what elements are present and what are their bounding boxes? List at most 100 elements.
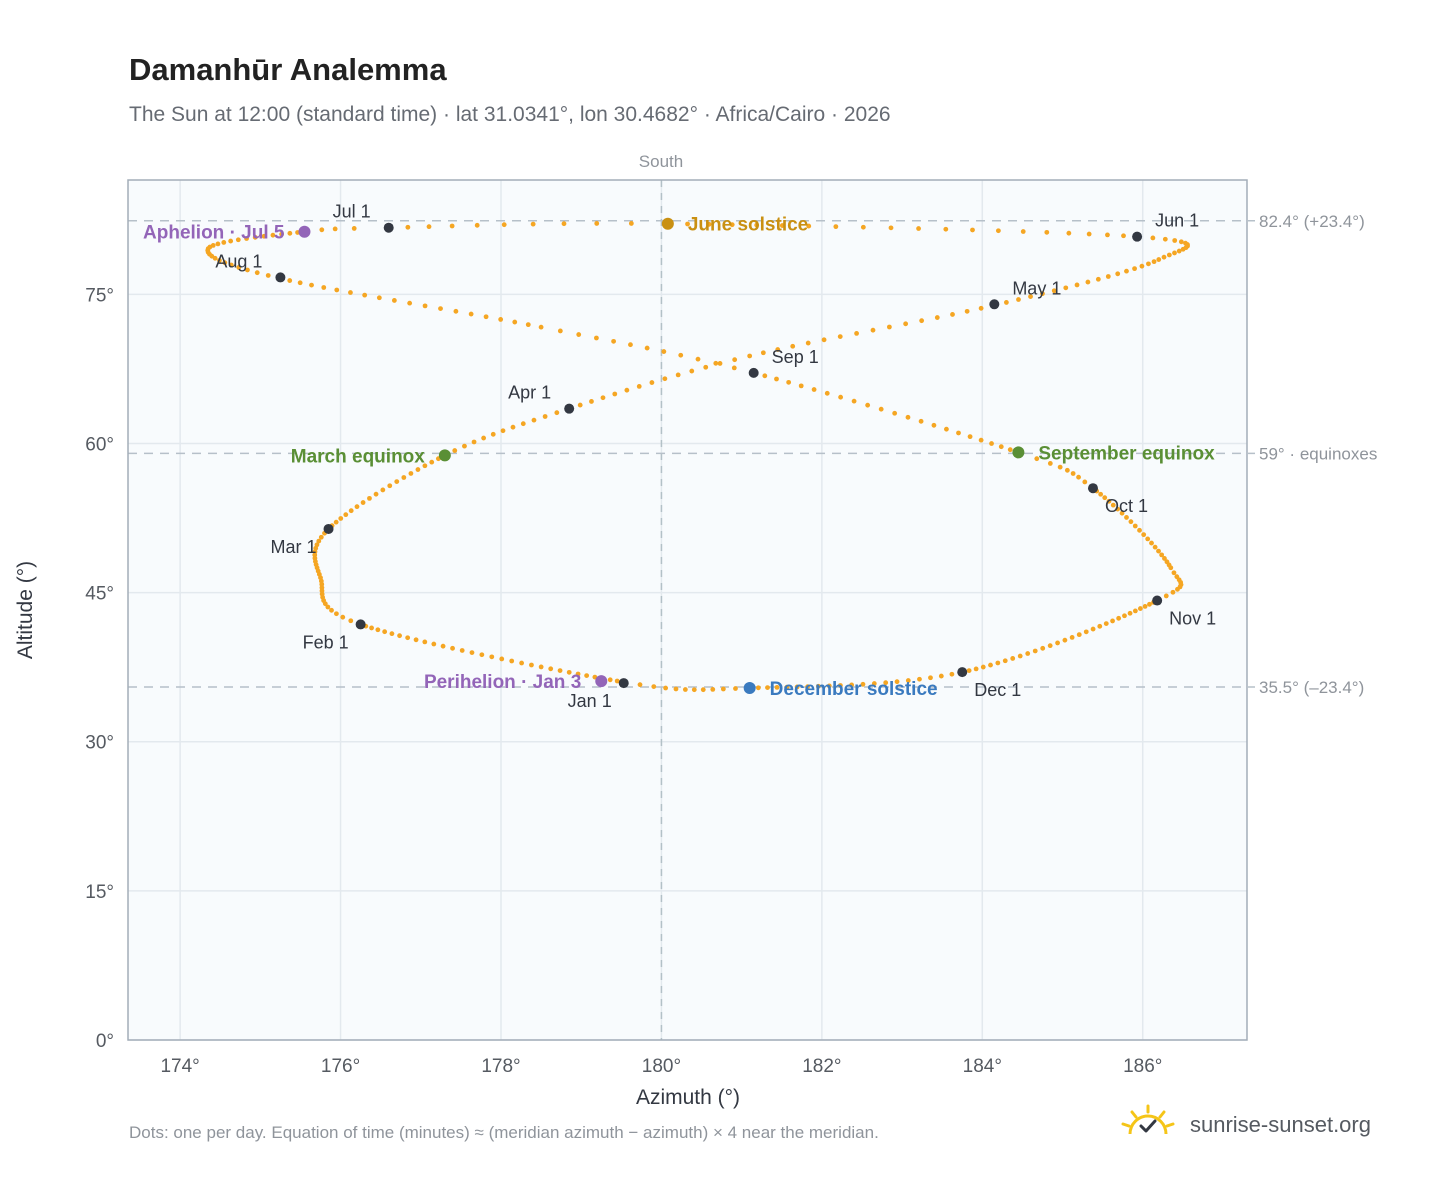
daily-sun-dot (329, 607, 334, 613)
daily-sun-dot (1002, 658, 1008, 664)
event-label: December solstice (770, 679, 938, 700)
daily-sun-dot (1007, 447, 1013, 453)
daily-sun-dot (354, 504, 360, 510)
daily-sun-dot (678, 352, 684, 358)
daily-sun-dot (755, 685, 761, 691)
daily-sun-dot (530, 221, 536, 227)
daily-sun-dot (811, 387, 817, 392)
daily-sun-dot (798, 383, 804, 389)
month-marker (1132, 231, 1143, 242)
daily-sun-dot (394, 479, 400, 484)
month-marker (989, 299, 1000, 310)
daily-sun-dot (685, 221, 690, 227)
daily-sun-dot (980, 664, 986, 670)
daily-sun-dot (594, 221, 600, 226)
daily-sun-dot (221, 240, 227, 245)
daily-sun-dot (1115, 506, 1121, 512)
daily-sun-dot (557, 328, 563, 334)
daily-sun-dot (438, 306, 443, 312)
daily-sun-dot (998, 444, 1004, 450)
daily-sun-dot (566, 669, 572, 675)
daily-sun-dot (348, 290, 353, 295)
daily-sun-dot (747, 353, 753, 359)
daily-sun-dot (343, 512, 349, 518)
daily-sun-dot (1020, 229, 1026, 234)
daily-sun-dot (1082, 479, 1088, 485)
daily-sun-dot (450, 645, 455, 651)
daily-sun-dot (1151, 259, 1157, 265)
daily-sun-dot (871, 681, 877, 686)
daily-sun-dot (510, 424, 516, 430)
daily-sun-dot (805, 684, 811, 690)
event-marker (298, 225, 311, 238)
daily-sun-dot (1085, 279, 1091, 285)
daily-sun-dot (405, 635, 411, 641)
daily-sun-dot (1162, 556, 1167, 561)
daily-sun-dot (695, 356, 701, 362)
daily-sun-dot (217, 258, 222, 263)
daily-sun-dot (538, 324, 544, 330)
daily-sun-dot (966, 668, 972, 673)
x-tick-label: 180° (642, 1056, 681, 1077)
daily-sun-dot (794, 684, 800, 690)
daily-sun-dot (557, 668, 563, 674)
daily-sun-dot (367, 495, 372, 501)
daily-sun-dot (1132, 608, 1138, 614)
daily-sun-dot (837, 334, 843, 339)
x-axis-label: Azimuth (°) (636, 1086, 740, 1109)
daily-sun-dot (1051, 288, 1057, 294)
daily-sun-dot (1086, 231, 1092, 237)
daily-sun-dot (1047, 461, 1053, 466)
daily-sun-dot (934, 315, 940, 320)
y-tick-label: 30° (85, 733, 114, 754)
daily-sun-dot (429, 459, 435, 465)
daily-sun-dot (964, 308, 970, 314)
daily-sun-dot (1102, 495, 1108, 501)
daily-sun-dot (1152, 544, 1158, 550)
daily-sun-dot (422, 463, 428, 469)
daily-sun-dot (1141, 532, 1147, 538)
daily-sun-dot (733, 686, 738, 691)
daily-sun-dot (1150, 235, 1156, 241)
daily-sun-dot (607, 677, 613, 683)
daily-sun-dot (663, 685, 669, 691)
daily-sun-dot (338, 516, 344, 521)
reference-line-label: 82.4° (+23.4°) (1259, 212, 1365, 231)
daily-sun-dot (888, 225, 894, 231)
daily-sun-dot (731, 365, 737, 371)
daily-sun-dot (943, 226, 949, 232)
daily-sun-dot (815, 683, 821, 689)
daily-sun-dot (1028, 294, 1033, 300)
daily-sun-dot (1115, 271, 1121, 277)
daily-sun-dot (849, 682, 855, 688)
daily-sun-dot (1003, 300, 1009, 305)
daily-sun-dot (405, 224, 411, 230)
daily-sun-dot (380, 487, 386, 493)
y-tick-label: 0° (96, 1031, 114, 1052)
daily-sun-dot (252, 234, 258, 240)
daily-sun-dot (459, 648, 465, 653)
daily-sun-dot (340, 614, 346, 620)
daily-sun-dot (1139, 263, 1145, 269)
daily-sun-dot (1032, 648, 1038, 654)
daily-sun-dot (779, 223, 785, 228)
x-tick-label: 178° (481, 1056, 520, 1077)
daily-sun-dot (1066, 230, 1072, 236)
axes: 174° 176° 178° 180° 182° 184° 186° 0° 15° 30° 45° 6… (85, 285, 1162, 1077)
daily-sun-dot (334, 611, 339, 617)
daily-sun-dot (325, 604, 331, 610)
daily-sun-dot (600, 395, 606, 401)
daily-sun-dot (636, 384, 642, 389)
daily-sun-dot (995, 660, 1001, 666)
month-label: Jan 1 (568, 691, 612, 711)
daily-sun-dot (382, 629, 388, 635)
daily-sun-dot (1090, 626, 1096, 632)
brand-logo[interactable]: sunrise-sunset.org (1120, 1102, 1390, 1146)
daily-sun-dot (732, 357, 738, 363)
daily-sun-dot (594, 335, 599, 341)
daily-sun-dot (1162, 236, 1168, 242)
reference-line-label: 35.5° (–23.4°) (1259, 678, 1364, 697)
daily-sun-dot (215, 241, 221, 247)
daily-sun-dot (1124, 268, 1129, 274)
daily-sun-dot (389, 631, 395, 637)
